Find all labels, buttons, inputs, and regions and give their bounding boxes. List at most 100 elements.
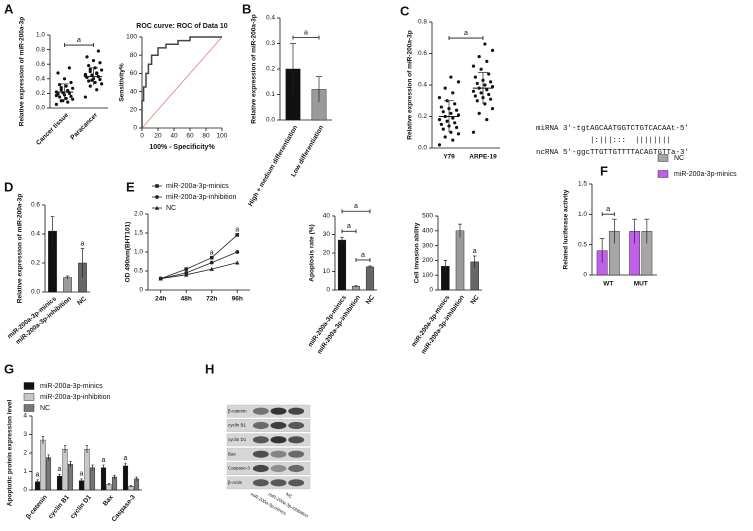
blot-band <box>270 407 287 415</box>
blot-band <box>252 464 269 473</box>
y-axis-label: Relative expression of miR-200a-3p <box>19 17 26 126</box>
data-point <box>91 58 96 63</box>
bar <box>62 449 68 491</box>
data-point <box>90 78 94 82</box>
sequence-line: |:|||::: |||||||| <box>536 137 671 145</box>
blot-lane-label: NC <box>285 492 294 500</box>
roc-curve <box>141 36 222 128</box>
data-point <box>95 88 99 92</box>
y-tick-label: 0.8 <box>418 19 427 26</box>
y-tick-label: 0.6 <box>31 202 40 209</box>
data-point <box>437 118 442 122</box>
x-tick-label: 80 <box>202 133 210 140</box>
data-point <box>477 111 481 115</box>
y-tick-label: 0.0 <box>418 145 427 152</box>
data-point <box>485 59 489 63</box>
y-tick-label: 0.2 <box>31 260 40 267</box>
legend-label: miR-200a-3p-inhibition <box>166 194 237 201</box>
bar <box>111 476 118 491</box>
series-line <box>160 251 238 279</box>
y-tick-label: 1.0 <box>578 211 587 218</box>
y-axis-label: Apoptosis rate (%) <box>309 224 316 281</box>
y-tick-label: 500 <box>422 213 433 220</box>
data-point <box>98 61 102 65</box>
data-point <box>475 81 479 86</box>
bar <box>67 463 74 491</box>
data-point <box>487 72 491 76</box>
data-point <box>475 99 479 103</box>
significance-label: a <box>58 466 62 473</box>
blot-band <box>270 450 287 458</box>
data-point <box>88 69 92 74</box>
data-point <box>473 94 477 98</box>
data-point <box>451 91 455 95</box>
bar <box>122 465 129 491</box>
y-tick-label: 0.0 <box>31 289 40 296</box>
bar <box>365 266 375 291</box>
blot-band <box>288 421 305 430</box>
marker <box>235 233 240 237</box>
data-point <box>471 64 476 68</box>
data-point <box>100 68 104 72</box>
blot-band <box>252 436 269 444</box>
significance-label: a <box>361 252 365 259</box>
blot-row-label: Bax <box>228 451 237 456</box>
x-tick-label: β-catenin <box>25 494 49 521</box>
marker <box>158 276 163 281</box>
data-point <box>100 82 104 86</box>
data-point <box>456 113 461 117</box>
y-tick-label: 0 <box>23 487 27 494</box>
data-point <box>67 91 71 95</box>
y-tick-label: 2 <box>23 450 27 457</box>
data-point <box>455 125 459 130</box>
y-tick-label: 0.8 <box>36 46 45 53</box>
y-tick-label: 100 <box>126 34 137 41</box>
bar <box>40 439 46 491</box>
data-point <box>90 73 94 77</box>
data-point <box>56 71 60 75</box>
data-point <box>87 79 91 83</box>
marker <box>155 195 159 199</box>
data-point <box>64 96 68 101</box>
panel-label: A <box>4 1 14 16</box>
data-point <box>456 132 461 136</box>
y-tick-label: 0 <box>429 287 433 294</box>
bar <box>455 230 465 291</box>
legend-label: NC <box>40 405 50 412</box>
y-tick-label: 0.6 <box>418 50 427 57</box>
data-point <box>437 96 442 100</box>
y-axis-label: Cell invasion ability <box>414 222 421 283</box>
data-point <box>88 67 92 71</box>
data-point <box>441 110 445 114</box>
legend-swatch <box>23 404 35 412</box>
legend-label: miR-200a-3p-minics <box>166 183 229 190</box>
legend-label: NC <box>674 155 684 162</box>
data-point <box>61 99 65 103</box>
data-point <box>98 77 102 82</box>
x-tick-label: Caspase-3 <box>111 494 138 524</box>
blot-band <box>252 421 269 430</box>
significance-label: a <box>77 37 81 44</box>
y-tick-label: 0.3 <box>266 40 275 47</box>
data-point <box>455 108 459 112</box>
data-point <box>449 111 453 115</box>
blot-row-label: β-catenin <box>228 408 247 413</box>
data-point <box>58 83 62 87</box>
significance-label: a <box>473 248 477 255</box>
significance-label: a <box>606 206 610 213</box>
legend-swatch <box>23 382 35 390</box>
y-tick-label: 10 <box>323 268 331 275</box>
panel-label: E <box>126 179 135 194</box>
significance-label: a <box>80 471 84 478</box>
y-tick-label: 0.2 <box>418 113 427 120</box>
data-point <box>439 122 443 126</box>
y-tick-label: 0.5 <box>134 268 143 275</box>
data-point <box>483 83 487 87</box>
y-tick-label: 20 <box>323 250 331 257</box>
y-tick-label: 40 <box>130 88 138 95</box>
data-point <box>69 94 73 98</box>
data-point <box>449 75 453 79</box>
panel-label: B <box>242 1 251 16</box>
y-tick-label: 0 <box>326 287 330 294</box>
y-axis-label: Relative expression of miR-200a-3p <box>251 14 258 123</box>
